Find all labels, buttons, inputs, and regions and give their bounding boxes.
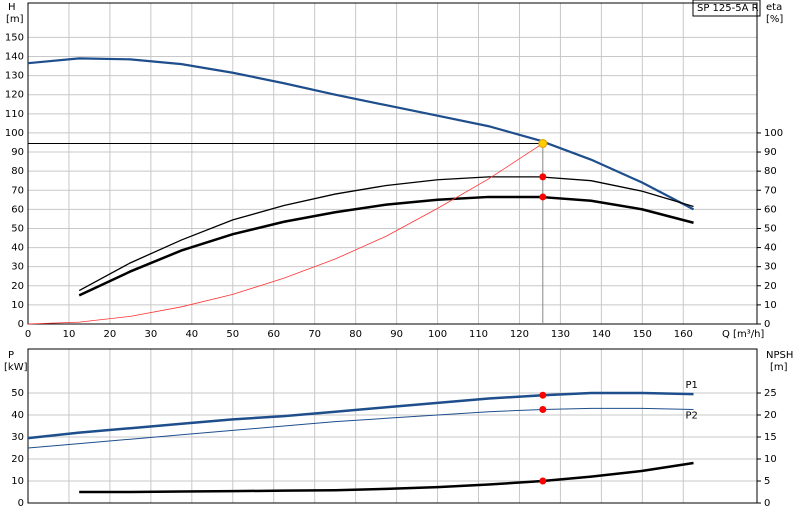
y-unit: [kW] [4,362,28,373]
legend-label: P2 [686,411,698,422]
y-tick-label: 0 [18,498,24,509]
x-tick-label: 70 [308,329,321,340]
y2-label: eta [766,2,782,13]
legend-label: P1 [686,380,698,391]
y2-tick-label: 20 [764,281,777,292]
y-tick-label: 20 [11,281,24,292]
x-label: Q [m³/h] [722,329,764,340]
curve [27,143,544,325]
x-tick-label: 100 [428,329,447,340]
y-tick-label: 50 [11,223,24,234]
y-tick-label: 40 [11,410,24,421]
y2-tick-label: 25 [764,388,777,399]
y-tick-label: 50 [11,388,24,399]
y-tick-label: 70 [11,185,24,196]
y-label: P [8,350,14,361]
y-tick-label: 120 [5,90,24,101]
curve [79,461,694,494]
y2-tick-label: 20 [764,410,777,421]
y-tick-label: 130 [5,71,24,82]
y-tick-label: 40 [11,243,24,254]
y-tick-label: 90 [11,147,24,158]
y2-label: NPSH [766,350,793,361]
y2-tick-label: 0 [764,498,770,509]
curve [27,407,694,449]
y-tick-label: 80 [11,166,24,177]
y2-tick-label: 80 [764,166,777,177]
x-tick-label: 60 [267,329,280,340]
y2-tick-label: 60 [764,204,777,215]
x-tick-label: 160 [674,329,693,340]
y-tick-label: 60 [11,204,24,215]
curve [78,195,694,297]
y-tick-label: 110 [5,109,24,120]
x-tick-label: 80 [349,329,362,340]
y-label: H [8,2,16,13]
y-unit: [m] [6,14,24,25]
operating-point [539,391,547,399]
x-tick-label: 140 [592,329,611,340]
x-tick-label: 150 [633,329,652,340]
operating-point [539,477,547,485]
y2-tick-label: 90 [764,147,777,158]
curve [27,57,695,211]
y2-tick-label: 100 [764,128,783,139]
title-box [692,0,761,17]
x-tick-label: 90 [390,329,403,340]
y-tick-label: 20 [11,454,24,465]
operating-point [539,173,547,181]
y2-tick-label: 40 [764,243,777,254]
y2-tick-label: 15 [764,432,777,443]
duty-point [538,138,548,148]
x-tick-label: 30 [144,329,157,340]
y-tick-label: 30 [11,432,24,443]
plot-frame [27,348,758,504]
y2-unit: [m] [770,362,788,373]
y-tick-label: 140 [5,52,24,63]
y2-tick-label: 30 [764,262,777,273]
x-tick-label: 20 [104,329,117,340]
y2-tick-label: 5 [764,476,770,487]
y-tick-label: 150 [5,32,24,43]
curve [78,176,694,292]
y-tick-label: 10 [11,300,24,311]
plot-frame [27,2,758,325]
y2-tick-label: 10 [764,300,777,311]
curve [27,391,694,440]
y2-unit: [%] [766,14,783,25]
x-tick-label: 50 [226,329,239,340]
x-tick-label: 0 [25,329,31,340]
y2-tick-label: 50 [764,223,777,234]
x-tick-label: 130 [551,329,570,340]
chart-title: SP 125-5A R [697,3,759,14]
y-tick-label: 30 [11,262,24,273]
y-tick-label: 0 [18,319,24,330]
y2-tick-label: 70 [764,185,777,196]
y2-tick-label: 0 [764,319,770,330]
operating-point [539,406,547,413]
x-tick-label: 10 [63,329,76,340]
operating-point [539,193,547,201]
y2-tick-label: 10 [764,454,777,465]
y-tick-label: 10 [11,476,24,487]
x-tick-label: 110 [469,329,488,340]
y-tick-label: 100 [5,128,24,139]
x-tick-label: 40 [185,329,198,340]
x-tick-label: 120 [510,329,529,340]
